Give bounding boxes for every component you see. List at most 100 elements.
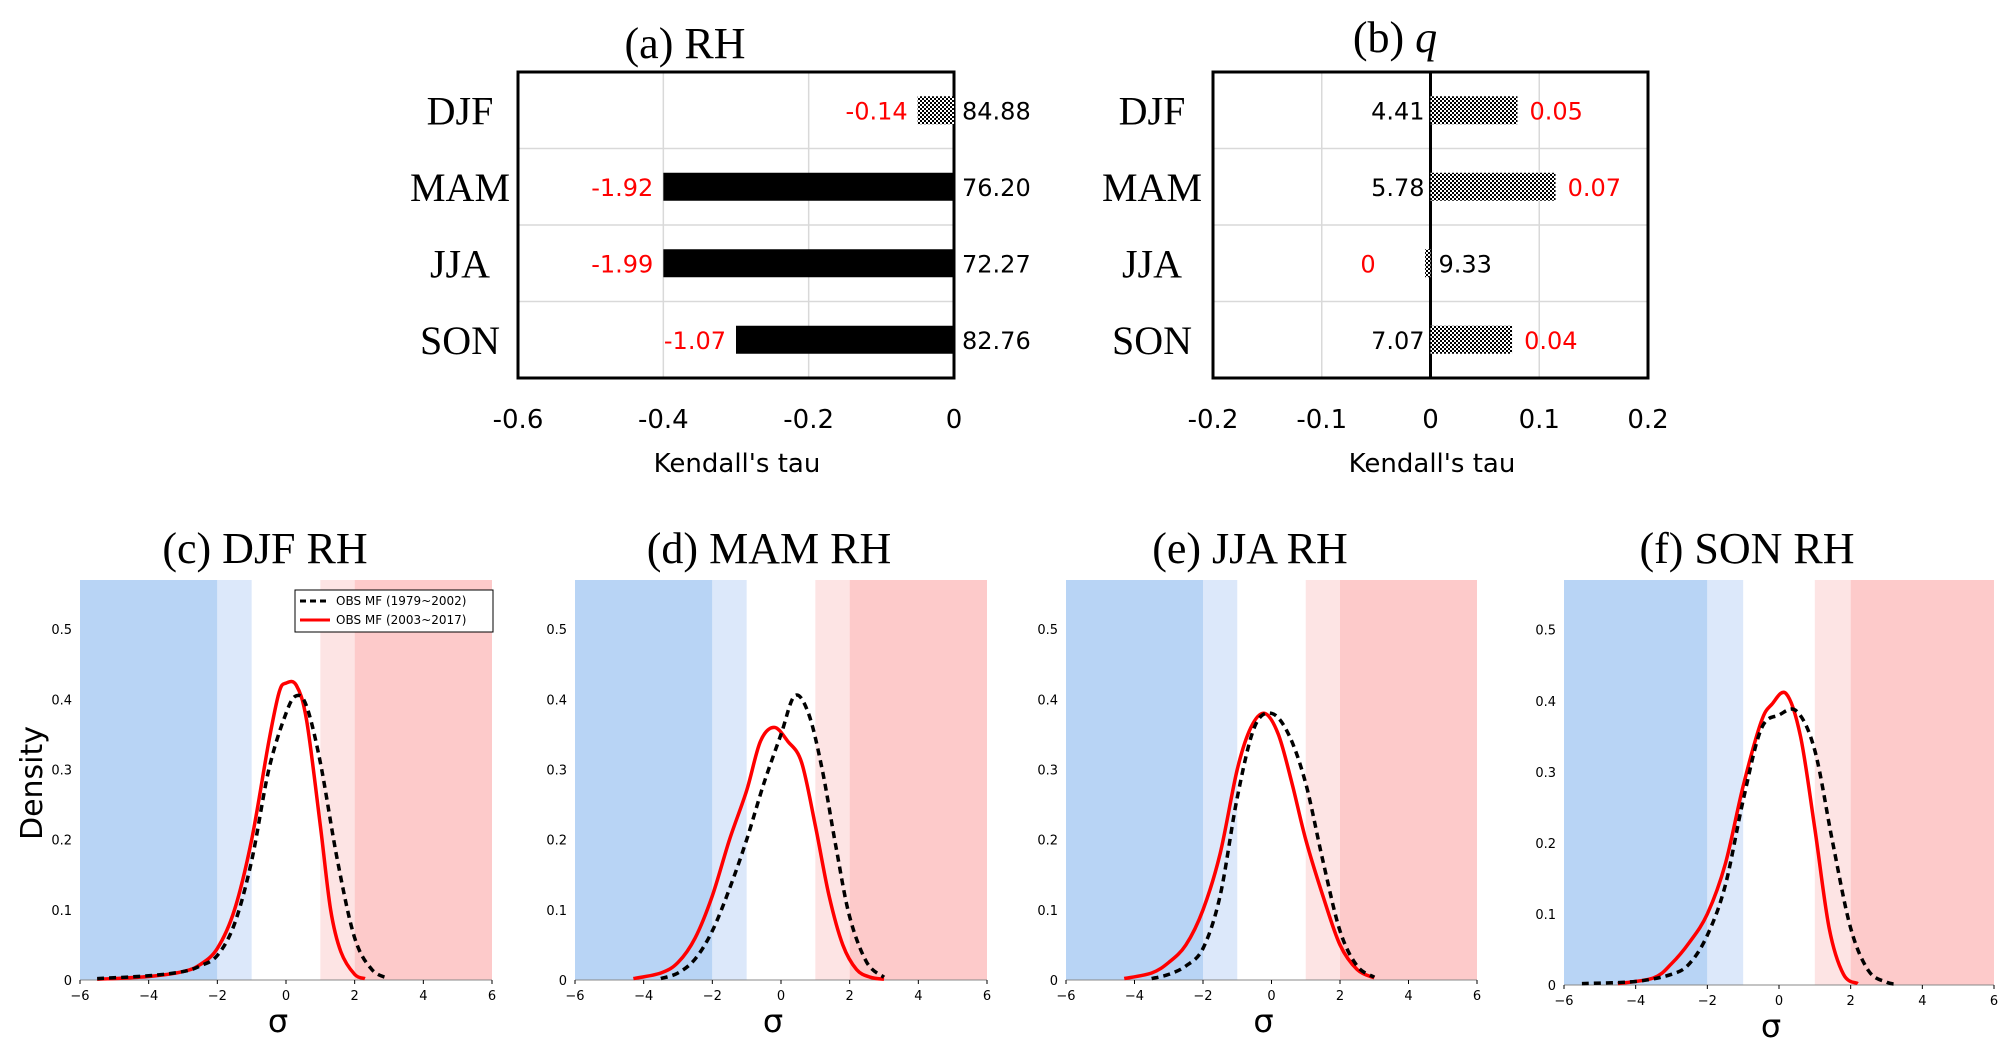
density-ytick-label: 0.2 bbox=[1037, 834, 1058, 849]
band-dry-weak bbox=[1707, 580, 1744, 985]
a-bar-jja bbox=[663, 249, 954, 278]
a-trend-label: -1.92 bbox=[591, 174, 653, 202]
band-wet-strong bbox=[1850, 580, 1994, 985]
density-ytick-label: 0.1 bbox=[1037, 904, 1058, 919]
density-ytick-label: 0.1 bbox=[1535, 908, 1556, 923]
band-dry-strong bbox=[1564, 580, 1708, 985]
density-ytick-label: 0.4 bbox=[546, 693, 567, 708]
a-mean-label: 82.76 bbox=[962, 327, 1031, 355]
panel-d: (d) MAM RH −6 −4 −2 0 2 4 6 0 0.1 0.2 0.3 0.4 0.5 σ bbox=[546, 524, 991, 1040]
band-wet-strong bbox=[849, 580, 987, 980]
b-xtick-label: -0.2 bbox=[1188, 405, 1239, 435]
density-curve-1979-2002 bbox=[1581, 707, 1898, 987]
panel-b-labels: DJF 4.41 0.05 MAM 5.78 0.07 JJA 0 9.33 SON 7.07 0.0… bbox=[1102, 88, 1621, 363]
density-xtick-label: −2 bbox=[1193, 989, 1212, 1004]
band-dry-strong bbox=[1066, 580, 1203, 980]
density-xtick-label: −4 bbox=[1125, 989, 1144, 1004]
density-curve-2003-2017 bbox=[1123, 711, 1376, 981]
density-curve-2003-2017 bbox=[633, 725, 885, 982]
b-category-mam: MAM bbox=[1102, 165, 1202, 210]
density-xtick-label: 2 bbox=[1336, 989, 1344, 1004]
band-wet-strong bbox=[1340, 580, 1477, 980]
density-xtick-label: −2 bbox=[703, 989, 722, 1004]
band-dry-weak bbox=[712, 580, 747, 980]
density-xtick-label: 0 bbox=[777, 989, 785, 1004]
b-trend-label: 0.07 bbox=[1568, 174, 1621, 202]
legend: OBS MF (1979~2002) OBS MF (2003~2017) bbox=[294, 589, 494, 633]
density-xtick-label: 6 bbox=[1990, 994, 1998, 1009]
density-ytick-label: 0.5 bbox=[1535, 624, 1556, 639]
panel-c: (c) DJF RH −6 −4 −2 0 2 4 6 0 0.1 0.2 0.3 0.4 0.5 σ bbox=[51, 524, 496, 1040]
density-xtick-label: 4 bbox=[1404, 989, 1412, 1004]
density-xtick-label: −6 bbox=[1056, 989, 1075, 1004]
density-curve-2003-2017 bbox=[1617, 690, 1859, 986]
density-curve-1979-2002 bbox=[660, 693, 886, 981]
b-bar-son bbox=[1430, 325, 1513, 354]
density-xtick-label: 2 bbox=[846, 989, 854, 1004]
band-dry-weak bbox=[1203, 580, 1238, 980]
panel-f-title: (f) SON RH bbox=[1639, 524, 1854, 573]
density-ytick-label: 0.3 bbox=[546, 763, 567, 778]
a-category-mam: MAM bbox=[410, 165, 510, 210]
b-bar-djf bbox=[1430, 96, 1518, 125]
density-xtick-label: 6 bbox=[1473, 989, 1481, 1004]
density-xtick-label: −6 bbox=[565, 989, 584, 1004]
density-xlabel: σ bbox=[1253, 1002, 1273, 1040]
panel-a: (a) RH DJF -0.14 84.88 MAM -1.92 76.20 JJA -1.9… bbox=[410, 19, 1031, 479]
b-category-son: SON bbox=[1112, 318, 1192, 363]
panel-b: (b) q DJF 4.41 0.05 MAM 5.78 0.07 JJA 0 9.33 SON 7… bbox=[1102, 13, 1669, 479]
panel-b-xlabel: Kendall's tau bbox=[1349, 449, 1516, 479]
density-ytick-label: 0.3 bbox=[1037, 763, 1058, 778]
density-xtick-label: −4 bbox=[1626, 994, 1645, 1009]
a-mean-label: 72.27 bbox=[962, 250, 1031, 278]
a-xtick-label: -0.2 bbox=[783, 405, 834, 435]
panel-a-title: (a) RH bbox=[625, 19, 746, 68]
density-xtick-label: 4 bbox=[914, 989, 922, 1004]
a-xtick-label: -0.4 bbox=[638, 405, 689, 435]
band-wet-weak bbox=[1814, 580, 1851, 985]
density-xtick-label: 0 bbox=[1775, 994, 1783, 1009]
density-xlabel: σ bbox=[268, 1002, 288, 1040]
b-mean-label: 9.33 bbox=[1439, 250, 1492, 278]
density-ytick-label: 0.3 bbox=[1535, 766, 1556, 781]
density-curve-1979-2002 bbox=[1151, 711, 1376, 981]
density-xtick-label: 6 bbox=[488, 989, 496, 1004]
density-xlabel: σ bbox=[1761, 1007, 1781, 1045]
density-xtick-label: 0 bbox=[282, 989, 290, 1004]
panel-a-xlabel: Kendall's tau bbox=[654, 449, 821, 479]
density-xtick-label: −4 bbox=[634, 989, 653, 1004]
b-trend-label: 0 bbox=[1360, 250, 1375, 278]
density-xtick-label: 4 bbox=[419, 989, 427, 1004]
band-wet-weak bbox=[1305, 580, 1340, 980]
b-trend-label: 0.04 bbox=[1524, 327, 1577, 355]
a-trend-label: -1.99 bbox=[591, 250, 653, 278]
density-ytick-label: 0.1 bbox=[546, 904, 567, 919]
density-ytick-label: 0.5 bbox=[546, 623, 567, 638]
panel-b-title-var: q bbox=[1415, 13, 1437, 62]
panel-f: (f) SON RH −6 −4 −2 0 2 4 6 0 0.1 0.2 0.3 0.4 0.5 σ bbox=[1535, 524, 1998, 1045]
b-mean-label: 4.41 bbox=[1371, 97, 1424, 125]
legend-label-early: OBS MF (1979~2002) bbox=[336, 594, 466, 608]
panel-a-ticks: -0.6 -0.4 -0.2 0 bbox=[493, 405, 963, 435]
density-ytick-label: 0.2 bbox=[51, 834, 72, 849]
panel-e-title: (e) JJA RH bbox=[1152, 524, 1348, 573]
b-trend-label: 0.05 bbox=[1530, 97, 1583, 125]
band-dry-weak bbox=[217, 580, 252, 980]
panel-e: (e) JJA RH −6 −4 −2 0 2 4 6 0 0.1 0.2 0.3 0.4 0.5 σ bbox=[1037, 524, 1481, 1040]
band-dry-strong bbox=[575, 580, 713, 980]
a-trend-label: -1.07 bbox=[664, 327, 726, 355]
density-ytick-label: 0 bbox=[1050, 974, 1058, 989]
density-ytick-label: 0.2 bbox=[546, 834, 567, 849]
density-xtick-label: 2 bbox=[1847, 994, 1855, 1009]
density-ytick-label: 0.4 bbox=[1535, 695, 1556, 710]
a-category-son: SON bbox=[420, 318, 500, 363]
density-ytick-label: 0 bbox=[64, 974, 72, 989]
band-dry-strong bbox=[80, 580, 218, 980]
density-xlabel: σ bbox=[763, 1002, 783, 1040]
density-xtick-label: 2 bbox=[351, 989, 359, 1004]
density-ytick-label: 0.4 bbox=[1037, 693, 1058, 708]
panel-b-title-prefix: (b) bbox=[1353, 13, 1415, 62]
a-bar-son bbox=[736, 325, 954, 354]
b-xtick-label: 0.2 bbox=[1627, 405, 1668, 435]
